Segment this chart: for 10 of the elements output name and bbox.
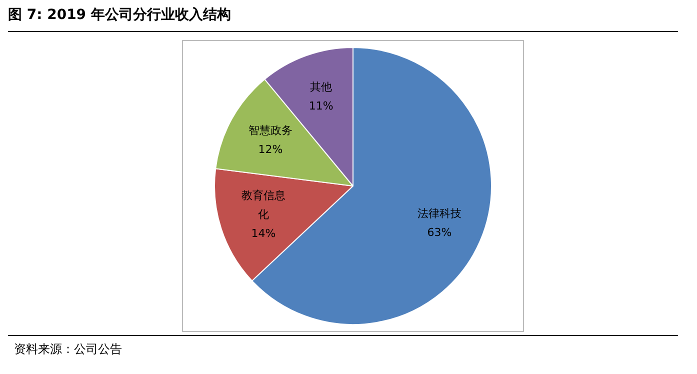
- chart-title: 图 7: 2019 年公司分行业收入结构: [8, 6, 231, 24]
- data-label: 63%: [427, 226, 452, 239]
- data-label: 11%: [308, 100, 334, 113]
- data-label: 12%: [258, 142, 283, 156]
- data-label: 14%: [251, 226, 276, 240]
- slice-label: 智慧政务: [248, 124, 292, 137]
- text: 资料来源：公司公告: [14, 341, 122, 358]
- slice-label: 其他: [310, 80, 332, 94]
- slice-label: 法律科技: [417, 206, 462, 220]
- slice-label: 教育信息化: [241, 188, 286, 221]
